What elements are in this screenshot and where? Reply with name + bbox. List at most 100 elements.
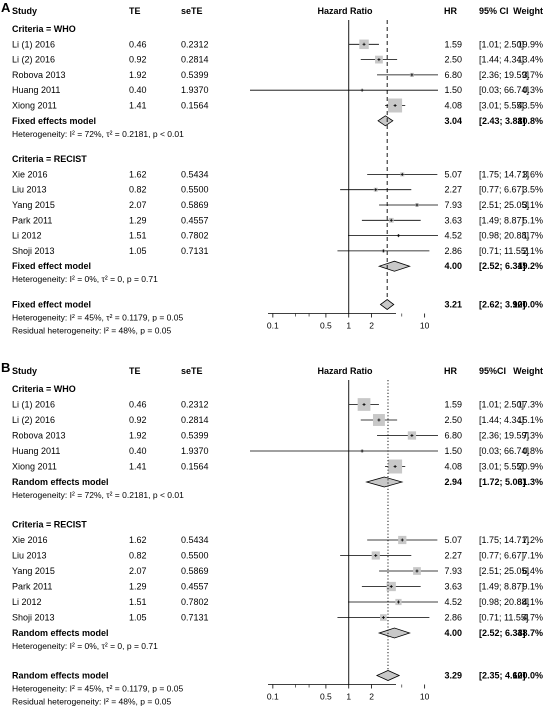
weight-value: 6.4% [522, 566, 543, 576]
residual-heterogeneity-text: Residual heterogeneity: I² = 48%, p = 0.… [12, 326, 172, 336]
weight-value: 4.1% [522, 597, 543, 607]
header-study: Study [12, 366, 37, 376]
ci-value: [0.03; 66.74] [479, 446, 529, 456]
ci-value: [0.03; 66.74] [479, 85, 529, 95]
te-value: 2.07 [129, 566, 147, 576]
weight-value: 19.9% [517, 39, 543, 49]
te-value: 1.29 [129, 215, 147, 225]
overall-summary-label: Random effects model [12, 671, 109, 681]
hr-value: 7.93 [444, 566, 462, 576]
subgroup-summary-ci: [2.52; 6.34] [479, 261, 526, 271]
study-label: Liu 2013 [12, 185, 47, 195]
te-value: 0.46 [129, 39, 147, 49]
x-tick-label: 1 [346, 692, 351, 702]
weight-value: 15.1% [517, 415, 543, 425]
weight-value: 7.2% [522, 535, 543, 545]
weight-value: 4.7% [522, 613, 543, 623]
overall-summary-weight: 100.0% [512, 300, 543, 310]
header-hazard-ratio: Hazard Ratio [317, 366, 373, 376]
weight-value: 9.1% [522, 582, 543, 592]
sete-value: 0.4557 [181, 582, 209, 592]
ci-value: [0.77; 6.67] [479, 185, 524, 195]
hr-value: 1.59 [444, 39, 462, 49]
group-header: Criteria = WHO [12, 384, 76, 394]
hr-value: 4.52 [444, 597, 462, 607]
header-hr: HR [444, 366, 457, 376]
te-value: 1.92 [129, 431, 147, 441]
study-label: Li 2012 [12, 231, 42, 241]
weight-value: 13.4% [517, 55, 543, 65]
ci-value: [0.71; 11.55] [479, 246, 528, 256]
group-header: Criteria = WHO [12, 24, 76, 34]
ci-value: [0.77; 6.67] [479, 551, 524, 561]
overall-summary-hr: 3.21 [444, 300, 462, 310]
weight-value: 3.7% [522, 70, 543, 80]
te-value: 1.51 [129, 597, 147, 607]
overall-heterogeneity-text: Heterogeneity: I² = 45%, τ² = 0.1179, p … [12, 684, 183, 694]
ci-value: [0.98; 20.88] [479, 597, 529, 607]
subgroup-summary-label: Random effects model [12, 477, 109, 487]
heterogeneity-text: Heterogeneity: I² = 0%, τ² = 0, p = 0.71 [12, 641, 158, 651]
x-tick-label: 1 [346, 321, 351, 331]
header-ci: 95%CI [479, 366, 506, 376]
overall-summary-hr: 3.29 [444, 671, 462, 681]
study-label: Yang 2015 [12, 566, 55, 576]
sete-value: 0.5500 [181, 551, 209, 561]
hr-value: 2.86 [444, 613, 462, 623]
ci-value: [1.75; 14.71] [479, 169, 529, 179]
sete-value: 0.5869 [181, 200, 209, 210]
hr-value: 5.07 [444, 535, 462, 545]
hr-value: 2.86 [444, 246, 462, 256]
weight-value: 3.1% [522, 200, 543, 210]
te-value: 0.92 [129, 55, 147, 65]
sete-value: 0.5500 [181, 185, 209, 195]
forest-panel-a: A Study TE seTE Hazard Ratio HR 95% CI Weight Cr… [1, 0, 543, 336]
ci-value: [2.36; 19.59] [479, 431, 529, 441]
subgroup-summary-weight: 19.2% [517, 261, 543, 271]
te-value: 1.05 [129, 246, 147, 256]
study-label: Li (2) 2016 [12, 415, 55, 425]
subgroup-summary-label: Random effects model [12, 628, 109, 638]
ci-value: [1.75; 14.71] [479, 535, 529, 545]
hr-value: 2.27 [444, 185, 462, 195]
hr-value: 6.80 [444, 431, 462, 441]
subgroup-summary-hr: 3.04 [444, 116, 462, 126]
hr-value: 3.63 [444, 215, 462, 225]
te-value: 0.82 [129, 551, 147, 561]
ci-value: [2.51; 25.05] [479, 566, 529, 576]
sete-value: 0.5434 [181, 535, 209, 545]
study-label: Huang 2011 [12, 85, 60, 95]
te-value: 1.29 [129, 582, 147, 592]
subgroup-summary-diamond [377, 115, 394, 127]
sete-value: 0.2814 [181, 415, 209, 425]
sete-value: 0.7131 [181, 246, 209, 256]
ci-value: [1.44; 4.34] [479, 415, 524, 425]
sete-value: 0.7131 [181, 613, 209, 623]
header-weight: Weight [513, 6, 543, 16]
subgroup-summary-diamond [365, 476, 404, 488]
subgroup-summary-ci: [2.43; 3.81] [479, 116, 526, 126]
x-tick-label: 10 [420, 692, 430, 702]
study-label: Park 2011 [12, 215, 52, 225]
x-tick-label: 2 [369, 321, 374, 331]
hr-value: 1.50 [444, 85, 462, 95]
weight-value: 5.1% [522, 215, 543, 225]
weight-value: 2.1% [522, 246, 543, 256]
heterogeneity-text: Heterogeneity: I² = 0%, τ² = 0, p = 0.71 [12, 274, 158, 284]
te-value: 2.07 [129, 200, 147, 210]
weight-value: 0.3% [522, 85, 543, 95]
header-te: TE [129, 6, 141, 16]
overall-summary-ci: [2.62; 3.92] [479, 300, 526, 310]
study-label: Liu 2013 [12, 551, 47, 561]
hr-value: 4.08 [444, 101, 462, 111]
study-label: Xiong 2011 [12, 101, 57, 111]
sete-value: 0.4557 [181, 215, 209, 225]
study-label: Huang 2011 [12, 446, 60, 456]
overall-summary-label: Fixed effect model [12, 300, 91, 310]
te-value: 1.05 [129, 613, 147, 623]
ci-value: [3.01; 5.55] [479, 462, 524, 472]
group-header: Criteria = RECIST [12, 520, 87, 530]
sete-value: 0.5434 [181, 169, 209, 179]
sete-value: 0.7802 [181, 597, 209, 607]
subgroup-summary-weight: 61.3% [517, 477, 543, 487]
